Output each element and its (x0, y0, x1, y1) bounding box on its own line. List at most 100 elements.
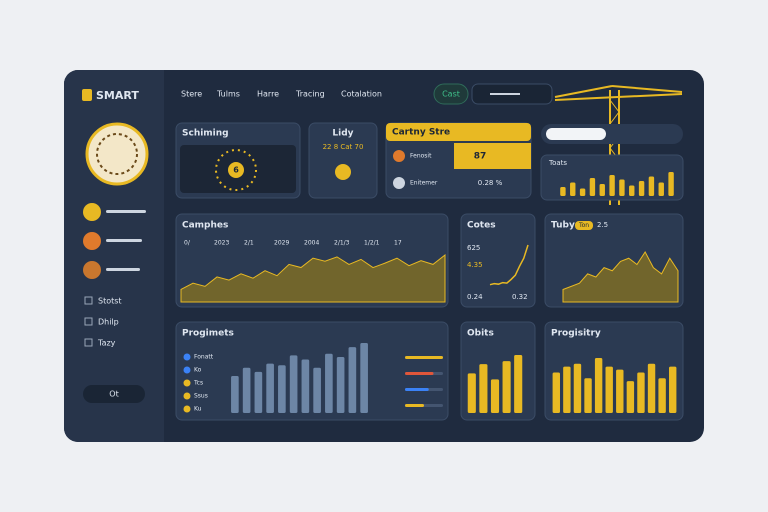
progress-bar (405, 356, 443, 359)
avatar[interactable] (83, 261, 101, 279)
avatar-line (106, 210, 146, 213)
card-title: Camphes (182, 221, 228, 231)
nav-item[interactable]: Stere (181, 90, 202, 99)
card-title: Cotes (467, 221, 496, 231)
stat: 0.32 (512, 293, 528, 301)
bar (467, 373, 476, 413)
legend-dot (183, 366, 191, 374)
bar (579, 188, 586, 196)
axis-label: 17 (394, 240, 402, 247)
bar (584, 378, 592, 413)
card-title: Progisitry (551, 329, 601, 339)
bar (658, 378, 666, 413)
bar (360, 343, 368, 413)
bar (594, 358, 603, 413)
gauge-value: 6 (233, 166, 239, 175)
row-highlight (454, 143, 531, 169)
axis-label: 0/ (184, 240, 191, 247)
row-icon (393, 177, 405, 189)
badge (575, 221, 593, 230)
brand-icon (82, 89, 92, 101)
bar (502, 361, 511, 413)
card-title: Obits (467, 329, 494, 339)
menu-item[interactable]: Tazy (97, 339, 116, 348)
bar (278, 365, 286, 413)
axis-label: 2/1/3 (334, 240, 350, 247)
bar (647, 363, 656, 413)
nav-button[interactable] (433, 83, 469, 105)
bar (325, 353, 333, 413)
menu-item[interactable]: Dhilp (98, 318, 119, 327)
coin (335, 164, 351, 180)
nav-item[interactable]: Cotalation (341, 90, 382, 99)
axis-label: 1/2/1 (364, 240, 380, 247)
bar (514, 355, 523, 413)
avatar[interactable] (83, 232, 101, 250)
nav-item[interactable]: Tracing (295, 90, 325, 99)
bar (629, 185, 635, 196)
card (460, 213, 536, 308)
badge-label: Ton (578, 222, 589, 229)
row-value: 0.28 % (478, 179, 503, 187)
axis-label: 2004 (304, 240, 319, 247)
area (180, 253, 446, 303)
bar (589, 178, 596, 196)
nav-item[interactable]: Tulms (216, 90, 240, 99)
bar (570, 182, 576, 196)
bar (609, 175, 615, 196)
bar (648, 176, 655, 196)
toggle[interactable] (546, 128, 606, 140)
bar (231, 375, 239, 413)
bar (616, 369, 624, 413)
stat: 4.35 (467, 261, 483, 269)
bar (637, 372, 645, 413)
sidebar-edge (150, 70, 164, 442)
gauge (215, 149, 257, 191)
bar (254, 371, 263, 413)
row-label: Enitemer (410, 180, 438, 187)
profile[interactable] (85, 122, 149, 186)
sidebar-button[interactable] (83, 385, 145, 403)
nav-item[interactable]: Harre (257, 90, 279, 99)
row-icon (393, 150, 405, 162)
bar (289, 355, 298, 413)
legend-label: Ko (194, 367, 202, 374)
axis-label: 2023 (214, 240, 229, 247)
bar (658, 182, 664, 196)
bar (242, 367, 251, 413)
brand: SMART (96, 89, 139, 102)
menu-item[interactable]: Stotst (98, 297, 122, 306)
card-title: Toats (548, 159, 567, 167)
legend-label: Ssus (194, 393, 208, 400)
menu-icon (84, 338, 93, 347)
stat: 625 (467, 244, 480, 252)
legend-label: Fonatt (194, 354, 214, 361)
bar (605, 366, 613, 413)
legend-dot (183, 353, 191, 361)
bar (552, 372, 560, 413)
avatar[interactable] (83, 203, 101, 221)
axis-label: 2/1 (244, 240, 254, 247)
bar (619, 179, 625, 196)
progress-bar (405, 404, 424, 407)
area (562, 251, 679, 303)
axis-label: 2029 (274, 240, 289, 247)
bar (479, 364, 488, 413)
legend-dot (183, 379, 191, 387)
avatar-line (106, 268, 140, 271)
bar (563, 366, 571, 413)
card-title: Tuby (551, 221, 575, 231)
avatar-line (106, 239, 142, 242)
bar (626, 381, 635, 413)
row-label: Fenosit (410, 153, 432, 160)
bar (599, 184, 605, 196)
menu-icon (84, 296, 93, 305)
card-title: Schiming (182, 129, 229, 139)
nav-button-label: Cast (442, 90, 460, 99)
stat: 0.24 (467, 293, 483, 301)
card-stat: 22 8 Cat 70 (323, 143, 364, 151)
legend-dot (183, 405, 191, 413)
bar (638, 181, 645, 196)
bar (669, 366, 677, 413)
